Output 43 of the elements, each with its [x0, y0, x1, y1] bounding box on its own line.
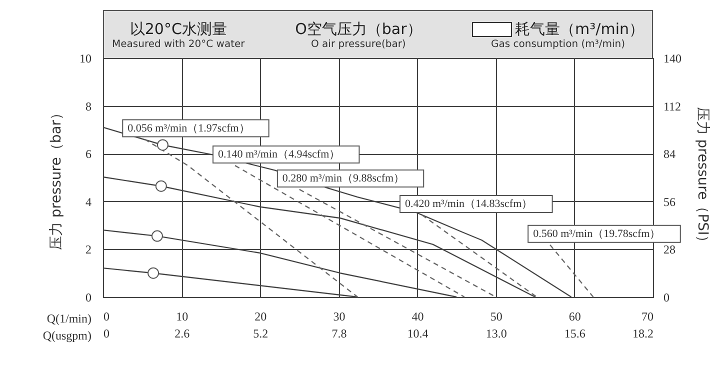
text: 以20°C水测量 [130, 20, 227, 38]
x-tick-label: 30 [333, 310, 346, 324]
y2-tick-label: 84 [664, 147, 676, 162]
x2-tick-label: 7.8 [332, 326, 347, 340]
x-axis-title: Q(1/min) [46, 312, 92, 326]
x-tick-label: 10 [176, 310, 188, 324]
x2-tick-label: 10.4 [407, 326, 428, 340]
series-label: 0.420 m³/min（14.83scfm） [405, 198, 533, 210]
x2-tick-label: 2.6 [174, 326, 190, 340]
y2-tick-label: 0 [664, 290, 670, 304]
series-label: 0.140 m³/min（4.94scfm） [218, 148, 340, 161]
x-tick-label: 0 [104, 310, 110, 324]
x2-tick-label: 5.2 [253, 326, 268, 340]
text: Gas consumption (m³/min) [491, 38, 625, 50]
y-tick-label: 10 [80, 52, 92, 66]
y-tick-label: 2 [86, 242, 92, 257]
y-tick-label: 4 [86, 194, 92, 209]
x2-tick-label: 15.6 [564, 326, 586, 340]
series-label: 0.280 m³/min（9.88scfm） [282, 172, 405, 184]
x-tick-label: 50 [490, 310, 502, 324]
x-tick-label: 40 [412, 310, 424, 324]
y2-tick-label: 28 [664, 242, 676, 257]
y2-tick-label: 140 [664, 52, 682, 66]
x-tick-label: 60 [568, 310, 581, 324]
x2-axis-title: Q(usgpm) [42, 328, 92, 342]
y2-tick-label: 112 [664, 99, 682, 114]
text: O空气压力（bar） [295, 20, 422, 38]
x2-tick-label: 0 [104, 326, 110, 340]
y-axis-title: 压力 pressure（bar） [48, 106, 64, 250]
y-tick-label: 6 [86, 147, 92, 162]
x-tick-label: 70 [642, 310, 654, 324]
y-tick-label: 0 [86, 290, 92, 304]
y2-tick-label: 56 [664, 194, 676, 209]
x-tick-label: 20 [254, 310, 267, 324]
x2-tick-label: 18.2 [632, 326, 654, 340]
series-label: 0.056 m³/min（1.97scfm） [128, 122, 250, 134]
text: O air pressure(bar) [311, 38, 406, 50]
y-tick-label: 8 [86, 99, 92, 114]
series-label: 0.560 m³/min（19.78scfm） [533, 228, 661, 240]
text: Measured with 20°C water [112, 38, 245, 50]
x2-tick-label: 13.0 [486, 326, 507, 340]
y2-axis-title: 压力 pressure（PSI） [694, 106, 710, 250]
text: 耗气量（m³/min） [515, 20, 644, 38]
